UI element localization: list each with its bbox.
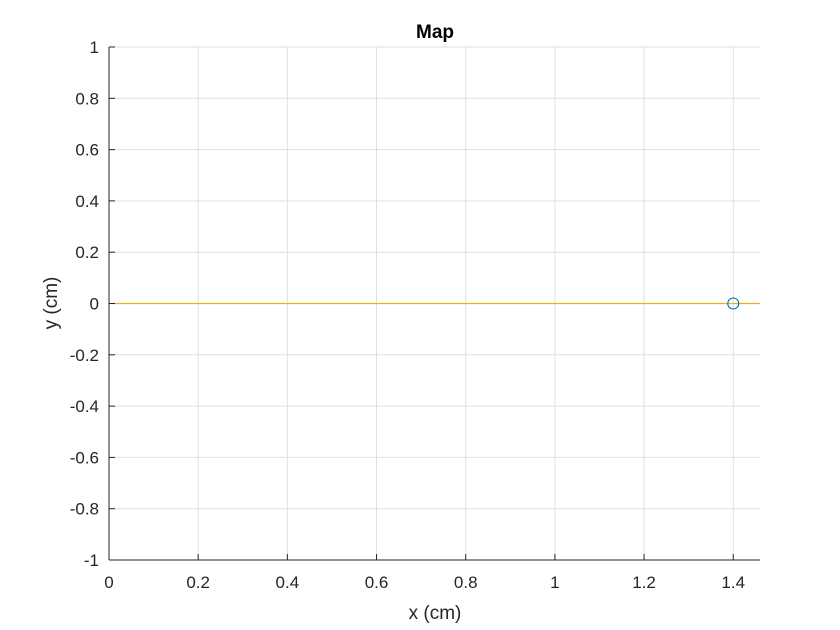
x-tick-label: 0.4: [276, 573, 300, 592]
x-tick-label: 0.2: [186, 573, 210, 592]
y-axis-label: y (cm): [41, 277, 62, 330]
x-axis-label: x (cm): [409, 603, 462, 624]
x-tick-label: 0: [104, 573, 113, 592]
axes: [108, 46, 760, 561]
x-tick-label: 1.2: [632, 573, 656, 592]
series-layer: [109, 297, 760, 310]
y-tick-label: 0.8: [75, 89, 99, 108]
y-tick-label: -0.8: [70, 500, 99, 519]
chart-title: Map: [416, 22, 454, 43]
x-tick-label: 0.8: [454, 573, 478, 592]
x-tick-label: 1: [550, 573, 559, 592]
y-tick-label: -1: [84, 551, 99, 570]
y-tick-label: 1: [90, 38, 99, 57]
y-tick-label: -0.4: [70, 397, 99, 416]
y-tick-label: -0.6: [70, 448, 99, 467]
y-tick-label: 0.2: [75, 243, 99, 262]
tick-labels: 0 0.2 0.4 0.6 0.8 1 1.2 1.4 1 0.8 0.6 0.4 0.2 0 -0.2 -0…: [70, 38, 745, 592]
x-tick-label: 1.4: [721, 573, 745, 592]
data-point: [727, 297, 740, 310]
y-tick-label: 0.4: [75, 192, 99, 211]
y-tick-label: 0: [90, 295, 99, 314]
x-tick-label: 0.6: [365, 573, 389, 592]
y-tick-label: -0.2: [70, 346, 99, 365]
y-tick-label: 0.6: [75, 141, 99, 160]
